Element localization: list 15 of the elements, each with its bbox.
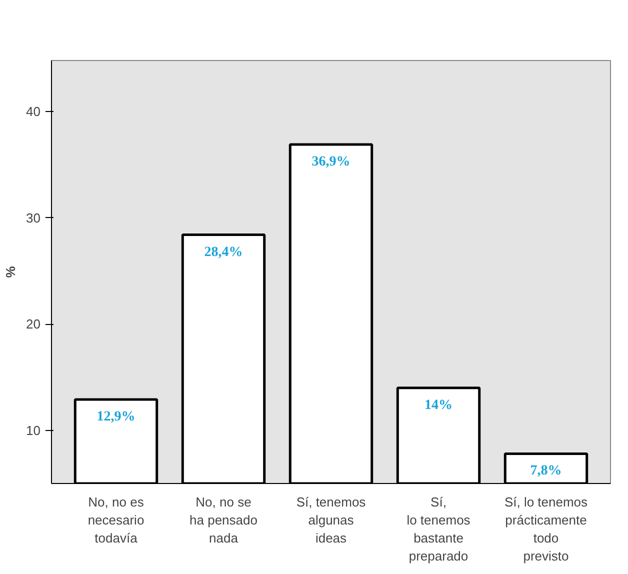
x-tick-label: No, no es necesario todavía	[88, 494, 144, 546]
y-axis-title: %	[3, 266, 18, 278]
data-label: 12,9%	[96, 410, 136, 425]
data-label: 14%	[424, 398, 452, 413]
x-tick-label: No, no se ha pensado nada	[190, 494, 258, 546]
x-tick-label: Sí, lo tenemos bastante preparado	[406, 494, 471, 564]
data-label: 36,9%	[312, 154, 350, 170]
y-tick-label: 20	[26, 316, 41, 332]
x-tick-label: Sí, lo tenemos prácticamente todo previsto	[504, 494, 588, 564]
data-label: 28,4%	[204, 244, 243, 260]
y-tick-label: 30	[26, 210, 41, 226]
y-tick-label: 10	[26, 422, 41, 438]
x-tick-label: Sí, tenemos algunas ideas	[296, 494, 366, 546]
data-label: 7,8%	[530, 464, 562, 479]
y-tick-label: 40	[26, 104, 41, 120]
